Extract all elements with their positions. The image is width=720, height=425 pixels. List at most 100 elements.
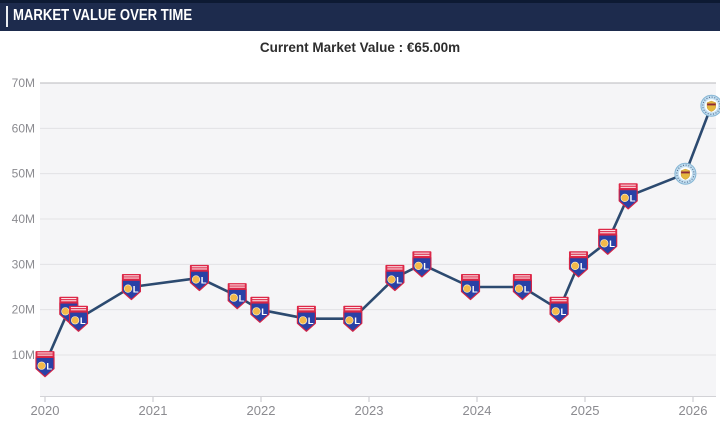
data-point-olympique-lyonnais-crest-icon[interactable]: L bbox=[385, 264, 405, 292]
data-point-olympique-lyonnais-crest-icon[interactable]: L bbox=[568, 251, 589, 278]
ol-banner-text-line bbox=[37, 352, 53, 354]
panel-header: MARKET VALUE OVER TIME bbox=[0, 0, 720, 31]
ol-banner bbox=[121, 274, 141, 281]
x-axis-tick-label: 2021 bbox=[139, 403, 168, 418]
ol-banner bbox=[343, 305, 363, 313]
data-point-olympique-lyonnais-crest-icon[interactable]: L bbox=[512, 274, 533, 301]
ol-banner-text-line bbox=[123, 275, 139, 277]
ol-banner-text-line bbox=[70, 307, 87, 309]
data-point-olympique-lyonnais-crest-icon[interactable]: L bbox=[412, 251, 432, 278]
ol-lion-roundel bbox=[620, 193, 629, 203]
data-point-olympique-lyonnais-crest-icon[interactable]: L bbox=[121, 274, 141, 301]
ol-letter: L bbox=[80, 316, 86, 327]
data-point-olympique-lyonnais-crest-icon[interactable]: L bbox=[296, 305, 316, 332]
ol-banner bbox=[35, 351, 55, 358]
ol-banner-text-line bbox=[345, 307, 361, 309]
ol-lion-roundel bbox=[345, 316, 354, 325]
ol-banner-text-line bbox=[387, 266, 403, 268]
ol-banner-text-line bbox=[414, 252, 430, 254]
data-point-olympique-lyonnais-crest-icon[interactable]: L bbox=[35, 351, 55, 378]
data-point-olympique-lyonnais-crest-icon[interactable]: L bbox=[227, 283, 247, 310]
y-axis-tick-label: 40M bbox=[12, 212, 35, 226]
ol-banner-text-line bbox=[37, 354, 53, 356]
ol-banner-text-line bbox=[514, 277, 530, 279]
ol-lion-roundel bbox=[514, 284, 524, 293]
ol-lion-roundel bbox=[191, 275, 201, 284]
ol-letter: L bbox=[580, 262, 586, 273]
ol-banner-text-line bbox=[298, 307, 314, 309]
data-point-manchester-city-crest-icon[interactable] bbox=[700, 94, 720, 117]
ol-letter: L bbox=[609, 239, 615, 250]
ol-banner bbox=[412, 251, 432, 258]
data-point-olympique-lyonnais-crest-icon[interactable]: L bbox=[343, 305, 363, 332]
y-axis-tick-label: 30M bbox=[12, 257, 35, 271]
header-accent-bar bbox=[6, 6, 8, 27]
ol-banner-text-line bbox=[252, 298, 268, 300]
x-axis-tick-label: 2020 bbox=[31, 403, 60, 418]
data-point-olympique-lyonnais-crest-icon[interactable]: L bbox=[549, 296, 569, 323]
ol-lion-roundel bbox=[229, 293, 238, 302]
city-shield-band bbox=[707, 103, 716, 106]
y-axis-tick-label: 20M bbox=[12, 303, 35, 317]
data-point-olympique-lyonnais-crest-icon[interactable]: L bbox=[618, 183, 638, 210]
data-point-olympique-lyonnais-crest-icon[interactable]: L bbox=[598, 228, 618, 255]
data-point-olympique-lyonnais-crest-icon[interactable]: L bbox=[189, 264, 209, 292]
ol-banner-text-line bbox=[551, 300, 567, 302]
ol-lion-roundel bbox=[71, 316, 80, 325]
ol-banner-text-line bbox=[414, 254, 430, 256]
data-point-olympique-lyonnais-crest-icon[interactable]: L bbox=[460, 274, 481, 301]
ol-letter: L bbox=[560, 307, 566, 318]
ol-banner-text-line bbox=[551, 298, 567, 300]
ol-banner-text-line bbox=[70, 309, 87, 311]
ol-banner-text-line bbox=[570, 252, 587, 254]
ol-banner bbox=[512, 274, 532, 281]
ol-banner-text-line bbox=[229, 286, 245, 288]
ol-banner-text-line bbox=[229, 284, 245, 286]
ol-banner-text-line bbox=[387, 268, 403, 270]
y-axis-tick-label: 70M bbox=[12, 76, 35, 90]
ol-letter: L bbox=[396, 275, 402, 286]
ol-banner bbox=[189, 264, 209, 272]
x-axis-tick-label: 2025 bbox=[571, 403, 600, 418]
ol-banner bbox=[296, 305, 316, 313]
ol-banner bbox=[618, 183, 638, 190]
ol-lion-roundel bbox=[463, 284, 472, 293]
ol-letter: L bbox=[133, 284, 139, 295]
y-axis-tick-label: 60M bbox=[12, 121, 35, 135]
ol-banner bbox=[385, 264, 405, 272]
ol-lion-roundel bbox=[600, 239, 609, 248]
x-axis-tick-label: 2022 bbox=[247, 403, 276, 418]
ol-banner bbox=[227, 283, 247, 290]
x-axis-tick-label: 2023 bbox=[355, 403, 384, 418]
city-gold-shield bbox=[706, 100, 716, 112]
ol-banner bbox=[461, 274, 480, 281]
ol-banner-text-line bbox=[570, 254, 587, 256]
ol-banner-text-line bbox=[191, 266, 207, 268]
city-shield-band bbox=[681, 171, 690, 174]
x-axis-tick-label: 2024 bbox=[463, 403, 492, 418]
ol-banner-text-line bbox=[620, 184, 636, 186]
y-axis-tick-label: 10M bbox=[12, 348, 35, 362]
current-market-value-label: Current Market Value : €65.00m bbox=[259, 40, 461, 55]
city-gold-shield bbox=[680, 168, 690, 180]
ol-letter: L bbox=[354, 316, 360, 327]
ol-banner-text-line bbox=[600, 230, 616, 232]
data-point-olympique-lyonnais-crest-icon[interactable]: L bbox=[68, 305, 89, 332]
ol-lion-roundel bbox=[252, 307, 261, 316]
data-point-olympique-lyonnais-crest-icon[interactable]: L bbox=[250, 296, 270, 323]
ol-letter: L bbox=[261, 307, 267, 318]
ol-lion-roundel bbox=[37, 361, 46, 370]
ol-banner bbox=[598, 228, 618, 236]
ol-lion-roundel bbox=[298, 316, 308, 325]
ol-letter: L bbox=[524, 284, 530, 295]
ol-letter: L bbox=[46, 362, 52, 373]
ol-banner-text-line bbox=[191, 268, 207, 270]
city-ring-lettering bbox=[676, 164, 695, 183]
data-point-manchester-city-crest-icon[interactable] bbox=[674, 162, 697, 185]
y-axis-tick-label: 50M bbox=[12, 167, 35, 181]
x-axis-tick-label: 2026 bbox=[679, 403, 708, 418]
ol-banner-text-line bbox=[462, 275, 479, 277]
ol-banner bbox=[59, 296, 79, 304]
